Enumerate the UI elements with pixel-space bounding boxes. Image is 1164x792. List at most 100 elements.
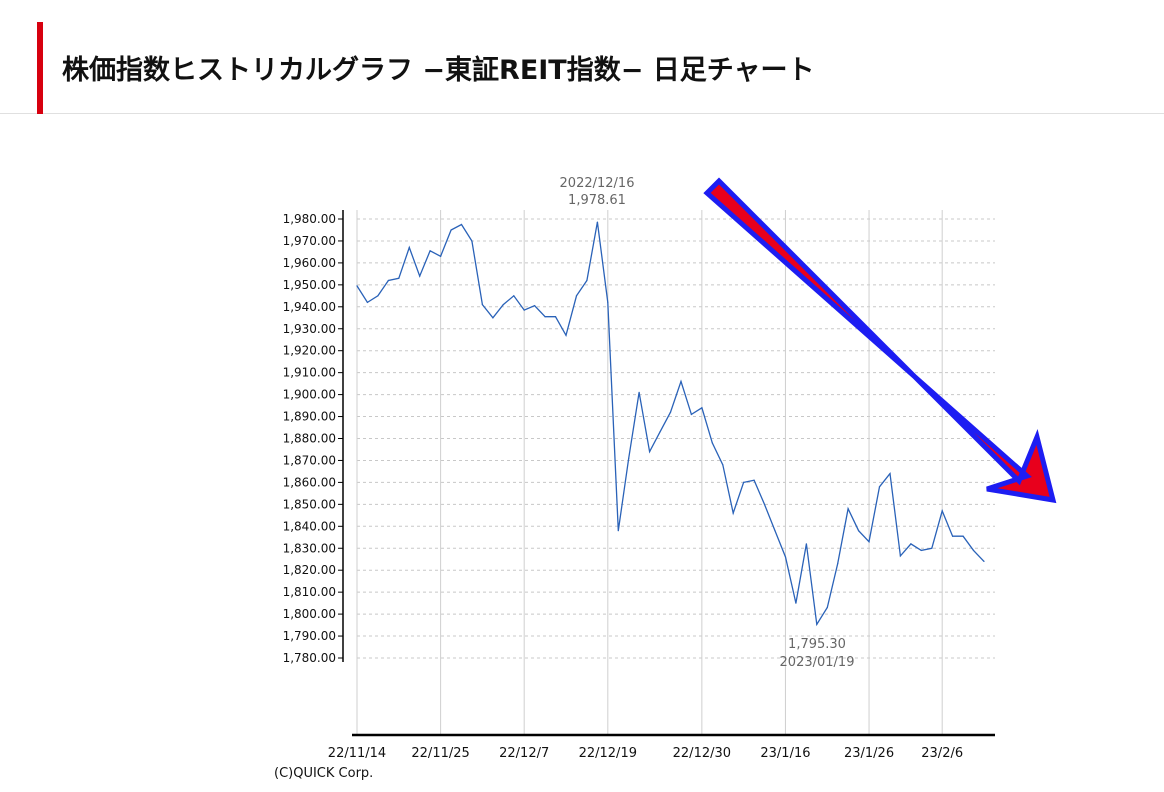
data-point (565, 334, 567, 336)
y-tick-label: 1,900.00 (283, 388, 336, 402)
data-point (450, 229, 452, 231)
data-point (649, 451, 651, 453)
data-point (711, 442, 713, 444)
y-tick-label: 1,890.00 (283, 410, 336, 424)
x-tick-label: 22/11/25 (411, 746, 469, 761)
data-point (492, 317, 494, 319)
data-point (795, 602, 797, 604)
data-point (910, 543, 912, 545)
y-tick-label: 1,950.00 (283, 278, 336, 292)
data-point (429, 250, 431, 252)
annotation-low-date: 2023/01/19 (780, 655, 855, 670)
data-point (858, 530, 860, 532)
data-point (617, 530, 619, 532)
data-point (753, 479, 755, 481)
trend-arrow (703, 177, 1057, 504)
data-point (680, 380, 682, 382)
data-point (554, 316, 557, 318)
x-tick-label: 23/2/6 (921, 746, 963, 761)
y-tick-label: 1,980.00 (283, 212, 336, 226)
y-tick-label: 1,780.00 (283, 651, 336, 665)
y-tick-label: 1,970.00 (283, 234, 336, 248)
data-point (743, 481, 745, 483)
data-point (669, 411, 672, 413)
y-tick-label: 1,840.00 (283, 519, 336, 533)
data-point (628, 457, 630, 459)
x-tick-label: 23/1/16 (760, 746, 810, 761)
x-tick-label: 22/12/7 (499, 746, 549, 761)
y-tick-label: 1,800.00 (283, 607, 336, 621)
x-tick-label: 22/11/14 (328, 746, 386, 761)
data-point (784, 556, 787, 558)
y-axis-ticks: 1,980.00 1,970.00 1,960.00 1,950.00 1,940.00… (283, 212, 343, 665)
y-tick-label: 1,850.00 (283, 497, 336, 511)
data-point (920, 549, 922, 552)
y-tick-label: 1,830.00 (283, 541, 336, 555)
y-tick-label: 1,810.00 (283, 585, 336, 599)
series-points (356, 221, 985, 626)
annotation-high-value: 1,978.61 (568, 193, 626, 208)
data-point (460, 223, 463, 226)
data-point (931, 547, 933, 549)
data-point (722, 464, 724, 466)
data-point (983, 560, 985, 563)
data-point (387, 279, 389, 282)
data-point (513, 295, 515, 297)
data-point (826, 606, 828, 609)
data-point (962, 535, 964, 537)
trend-arrow-shape (703, 177, 1057, 504)
data-point (899, 555, 902, 557)
data-point (575, 295, 578, 297)
data-point (398, 277, 400, 279)
y-tick-label: 1,860.00 (283, 475, 336, 489)
data-point (805, 543, 808, 545)
data-point (607, 301, 609, 303)
data-point (502, 304, 504, 306)
data-point (481, 304, 483, 306)
y-tick-label: 1,880.00 (283, 432, 336, 446)
data-point (941, 510, 943, 512)
annotation-low-value: 1,795.30 (788, 637, 846, 652)
data-point (544, 316, 546, 318)
x-axis-ticks: 22/11/14 22/11/25 22/12/7 22/12/19 22/12/30 2… (328, 746, 963, 761)
data-point (701, 407, 703, 409)
data-point (659, 431, 661, 433)
data-point (837, 563, 839, 565)
header-accent-bar (37, 22, 43, 114)
data-point (816, 623, 818, 626)
chart-annotations: 2022/12/16 1,978.61 1,795.30 2023/01/19 (560, 176, 855, 670)
data-point (690, 413, 693, 415)
y-tick-label: 1,820.00 (283, 563, 336, 577)
chart-grid (356, 210, 995, 735)
data-point (366, 301, 368, 303)
data-point (847, 508, 849, 510)
y-tick-label: 1,920.00 (283, 344, 336, 358)
data-point (952, 535, 954, 537)
x-tick-label: 22/12/30 (673, 746, 731, 761)
series-line (356, 221, 985, 627)
data-point (878, 486, 881, 488)
data-point (596, 221, 599, 223)
y-tick-label: 1,930.00 (283, 322, 336, 336)
y-tick-label: 1,790.00 (283, 629, 336, 643)
annotation-high-date: 2022/12/16 (560, 176, 635, 191)
data-point (419, 275, 421, 277)
data-point (586, 279, 588, 282)
data-point (471, 240, 473, 242)
data-point (774, 530, 776, 532)
data-point (534, 305, 536, 307)
data-point (868, 541, 870, 543)
y-tick-label: 1,940.00 (283, 300, 336, 314)
data-point (356, 285, 358, 287)
x-tick-label: 23/1/26 (844, 746, 894, 761)
page-title: 株価指数ヒストリカルグラフ −東証REIT指数− 日足チャート (62, 55, 815, 86)
y-tick-label: 1,910.00 (283, 366, 336, 380)
data-point (732, 512, 734, 514)
data-point (889, 473, 891, 475)
data-point (972, 549, 975, 552)
data-point (763, 503, 766, 505)
x-tick-label: 22/12/19 (579, 746, 637, 761)
y-tick-label: 1,960.00 (283, 256, 336, 270)
data-point (377, 295, 379, 297)
